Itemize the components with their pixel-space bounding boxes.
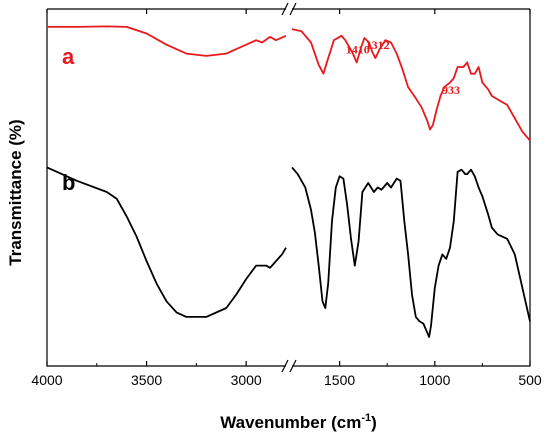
axis-left-bottom-left bbox=[46, 9, 286, 367]
series-b-line-segment-1 bbox=[46, 166, 287, 318]
x-tick-label: 500 bbox=[518, 372, 542, 388]
axis-break-mark bbox=[281, 2, 289, 16]
y-axis-title: Transmittance (%) bbox=[6, 119, 25, 265]
axis-break-mark bbox=[281, 359, 289, 373]
series-b-line-segment-2 bbox=[291, 166, 531, 338]
series-a-line-segment-2 bbox=[291, 28, 531, 142]
series-label-b: b bbox=[62, 170, 75, 195]
plot-area: 4000 3500 3000 1500 1000 500 Wavenumber (cm-1)… bbox=[6, 2, 542, 432]
series-a-line-segment-1 bbox=[47, 25, 287, 57]
x-tick-label: 4000 bbox=[31, 372, 62, 388]
peak-annotation: 933 bbox=[442, 83, 460, 97]
x-axis-title: Wavenumber (cm-1) bbox=[220, 412, 377, 432]
axis-break-mark bbox=[289, 2, 297, 16]
axis-break-mark bbox=[289, 359, 297, 373]
x-tick-label: 1500 bbox=[324, 372, 355, 388]
peak-annotation: 1312 bbox=[366, 38, 390, 52]
peak-annotation: 1410 bbox=[346, 43, 370, 57]
x-tick-label: 3500 bbox=[131, 372, 162, 388]
series-label-a: a bbox=[62, 44, 75, 69]
x-tick-label: 1000 bbox=[419, 372, 450, 388]
x-tick-label: 3000 bbox=[231, 372, 262, 388]
